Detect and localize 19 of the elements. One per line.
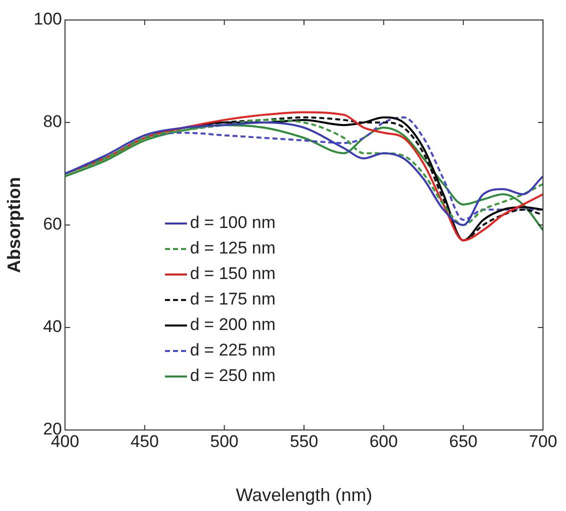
y-tick-label: 100 <box>34 10 62 29</box>
legend-label: d = 150 nm <box>190 264 276 284</box>
legend-label: d = 100 nm <box>190 213 276 232</box>
legend-label: d = 175 nm <box>190 290 276 309</box>
y-tick-label: 60 <box>43 214 62 234</box>
legend-label: d = 250 nm <box>190 366 276 386</box>
x-tick-label: 500 <box>210 432 239 451</box>
legend-label: d = 200 nm <box>190 315 276 334</box>
legend-label: d = 225 nm <box>190 340 276 360</box>
y-axis-title: Absorption <box>4 177 24 273</box>
x-tick-label: 600 <box>369 432 398 451</box>
x-tick-label: 450 <box>130 432 159 451</box>
y-tick-label: 40 <box>43 317 62 336</box>
x-tick-label: 550 <box>290 432 318 451</box>
x-axis-title: Wavelength (nm) <box>236 485 372 506</box>
x-tick-label: 650 <box>449 432 478 451</box>
y-tick-label: 80 <box>43 112 62 132</box>
legend-label: d = 125 nm <box>190 238 276 258</box>
x-tick-label: 700 <box>528 432 558 451</box>
